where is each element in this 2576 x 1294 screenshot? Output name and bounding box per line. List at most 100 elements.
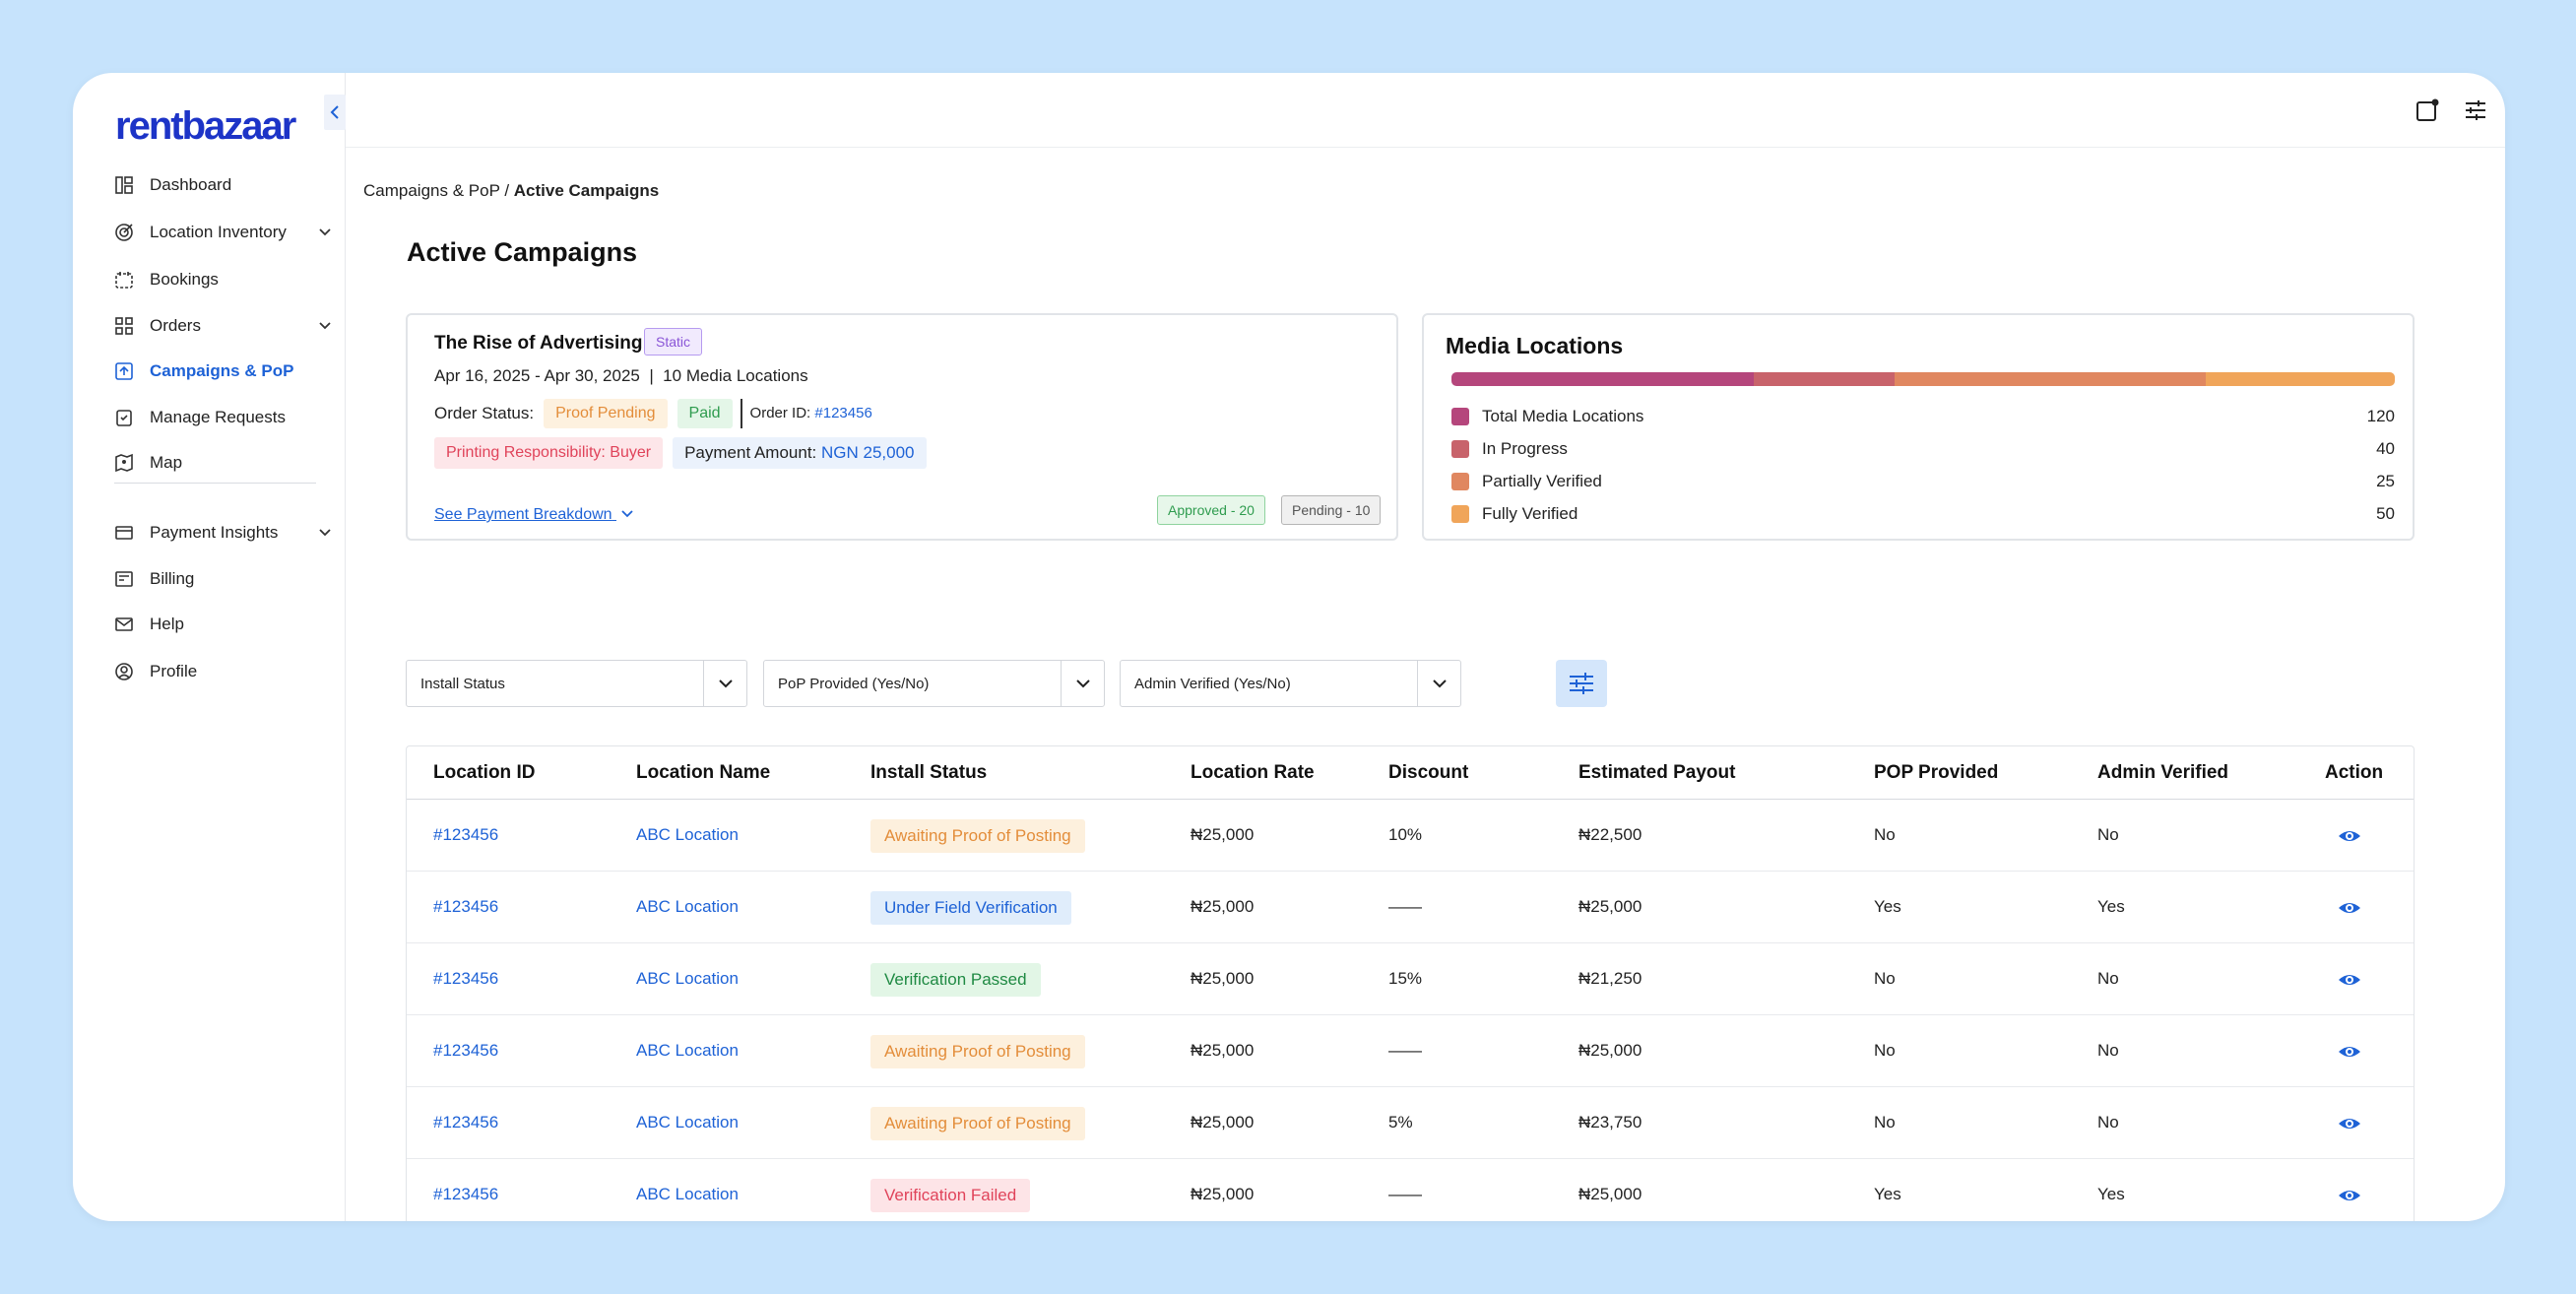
admin-verified-filter[interactable]: Admin Verified (Yes/No) xyxy=(1120,660,1461,707)
column-header[interactable]: Install Status xyxy=(870,762,988,783)
status-badge-paid: Paid xyxy=(676,399,733,428)
column-header[interactable]: Location Name xyxy=(636,762,771,783)
sidebar-item-orders[interactable]: Orders xyxy=(114,308,341,344)
sidebar-item-label: Help xyxy=(150,615,184,633)
billing-icon xyxy=(114,569,134,589)
bar-segment-in-progress xyxy=(1753,372,1896,386)
campaign-icon xyxy=(114,361,134,381)
payment-amount-value: NGN 25,000 xyxy=(821,443,915,462)
location-name-link[interactable]: ABC Location xyxy=(636,1041,739,1060)
breadcrumb-parent[interactable]: Campaigns & PoP / xyxy=(363,181,514,200)
view-eye-icon[interactable] xyxy=(2338,1112,2361,1135)
sidebar-item-manage-requests[interactable]: Manage Requests xyxy=(114,400,341,435)
column-header[interactable]: Location ID xyxy=(433,762,536,783)
location-id-link[interactable]: #123456 xyxy=(433,1185,499,1203)
column-header[interactable]: Discount xyxy=(1388,762,1469,783)
legend-swatch xyxy=(1451,505,1469,523)
chevron-down-icon[interactable] xyxy=(315,523,335,543)
sidebar-item-bookings[interactable]: Bookings xyxy=(114,262,341,297)
collapse-sidebar-button[interactable] xyxy=(324,95,346,130)
sidebar-item-campaigns-pop[interactable]: Campaigns & PoP xyxy=(114,354,341,389)
table-row: #123456 ABC Location Verification Failed… xyxy=(407,1159,2414,1221)
order-id-link[interactable]: #123456 xyxy=(814,405,872,421)
dashboard-icon xyxy=(114,175,134,195)
location-id-link[interactable]: #123456 xyxy=(433,1041,499,1060)
view-eye-icon[interactable] xyxy=(2338,968,2361,992)
install-status-filter[interactable]: Install Status xyxy=(406,660,747,707)
filter-arrow xyxy=(1061,661,1104,706)
chevron-down-icon xyxy=(1432,679,1447,688)
view-eye-icon[interactable] xyxy=(2338,896,2361,920)
chevron-down-icon[interactable] xyxy=(315,316,335,336)
map-icon xyxy=(114,453,134,473)
sidebar-item-label: Billing xyxy=(150,569,195,588)
sidebar-item-location-inventory[interactable]: Location Inventory xyxy=(114,215,341,250)
sidebar-item-billing[interactable]: Billing xyxy=(114,561,341,597)
location-id-link[interactable]: #123456 xyxy=(433,825,499,844)
campaign-card: The Rise of Advertising Static Apr 16, 2… xyxy=(406,313,1398,541)
column-header[interactable]: POP Provided xyxy=(1874,762,1999,783)
legend-value: 40 xyxy=(2376,439,2395,458)
location-name-link[interactable]: ABC Location xyxy=(636,1113,739,1132)
install-status-badge: Under Field Verification xyxy=(870,891,1071,925)
location-rate: ₦25,000 xyxy=(1191,1041,1255,1060)
filter-arrow xyxy=(1417,661,1460,706)
calendar-icon xyxy=(114,270,134,290)
main-content: Campaigns & PoP / Active Campaigns Activ… xyxy=(346,148,2505,1221)
sidebar-item-profile[interactable]: Profile xyxy=(114,654,341,689)
sidebar-item-label: Orders xyxy=(150,316,201,335)
table-body: #123456 ABC Location Awaiting Proof of P… xyxy=(407,800,2414,1221)
settings-sliders-icon[interactable] xyxy=(2462,97,2489,124)
view-eye-icon[interactable] xyxy=(2338,824,2361,848)
location-id-link[interactable]: #123456 xyxy=(433,1113,499,1132)
install-status-badge: Awaiting Proof of Posting xyxy=(870,819,1085,853)
order-status-label: Order Status: xyxy=(434,404,535,422)
location-name-link[interactable]: ABC Location xyxy=(636,897,739,916)
sidebar-item-label: Bookings xyxy=(150,270,219,289)
estimated-payout: ₦21,250 xyxy=(1578,969,1642,988)
chevron-down-icon xyxy=(621,510,633,518)
column-header[interactable]: Location Rate xyxy=(1191,762,1315,783)
sidebar-item-help[interactable]: Help xyxy=(114,607,341,642)
notification-icon[interactable] xyxy=(2414,97,2441,124)
sidebar: rentbazaar Dashboard Location Inventory … xyxy=(73,73,346,1221)
table-row: #123456 ABC Location Awaiting Proof of P… xyxy=(407,1087,2414,1159)
location-id-link[interactable]: #123456 xyxy=(433,897,499,916)
chevron-down-icon[interactable] xyxy=(315,223,335,242)
admin-verified: Yes xyxy=(2097,897,2125,916)
payment-amount-badge: Payment Amount: NGN 25,000 xyxy=(673,437,927,469)
breadcrumb-current: Active Campaigns xyxy=(513,181,660,200)
see-payment-breakdown-link[interactable]: See Payment Breakdown xyxy=(434,506,634,524)
advanced-filter-button[interactable] xyxy=(1556,660,1607,707)
view-eye-icon[interactable] xyxy=(2338,1184,2361,1207)
grid-icon xyxy=(114,316,134,336)
responsibility-row: Printing Responsibility: Buyer Payment A… xyxy=(434,437,927,469)
location-name-link[interactable]: ABC Location xyxy=(636,969,739,988)
page-title: Active Campaigns xyxy=(407,237,638,267)
logo[interactable]: rentbazaar xyxy=(115,104,296,148)
column-header[interactable]: Admin Verified xyxy=(2097,762,2229,783)
order-id-label: Order ID: xyxy=(749,405,815,421)
filter-label: Admin Verified (Yes/No) xyxy=(1134,675,1291,692)
view-eye-icon[interactable] xyxy=(2338,1040,2361,1064)
location-name-link[interactable]: ABC Location xyxy=(636,825,739,844)
discount: —— xyxy=(1388,1185,1422,1203)
pop-provided-filter[interactable]: PoP Provided (Yes/No) xyxy=(763,660,1105,707)
column-header[interactable]: Estimated Payout xyxy=(1578,762,1736,783)
profile-icon xyxy=(114,662,134,681)
sidebar-item-payment-insights[interactable]: Payment Insights xyxy=(114,515,341,550)
sidebar-item-map[interactable]: Map xyxy=(114,445,341,481)
install-status-badge: Verification Passed xyxy=(870,963,1041,997)
location-name-link[interactable]: ABC Location xyxy=(636,1185,739,1203)
estimated-payout: ₦25,000 xyxy=(1578,897,1642,916)
mail-icon xyxy=(114,615,134,634)
legend-swatch xyxy=(1451,440,1469,458)
legend-swatch xyxy=(1451,473,1469,490)
install-status-badge: Awaiting Proof of Posting xyxy=(870,1035,1085,1068)
admin-verified: No xyxy=(2097,1113,2119,1132)
location-id-link[interactable]: #123456 xyxy=(433,969,499,988)
sidebar-item-dashboard[interactable]: Dashboard xyxy=(114,167,341,203)
table-row: #123456 ABC Location Awaiting Proof of P… xyxy=(407,800,2414,872)
sidebar-item-label: Location Inventory xyxy=(150,223,287,241)
breakdown-label: See Payment Breakdown xyxy=(434,506,612,523)
